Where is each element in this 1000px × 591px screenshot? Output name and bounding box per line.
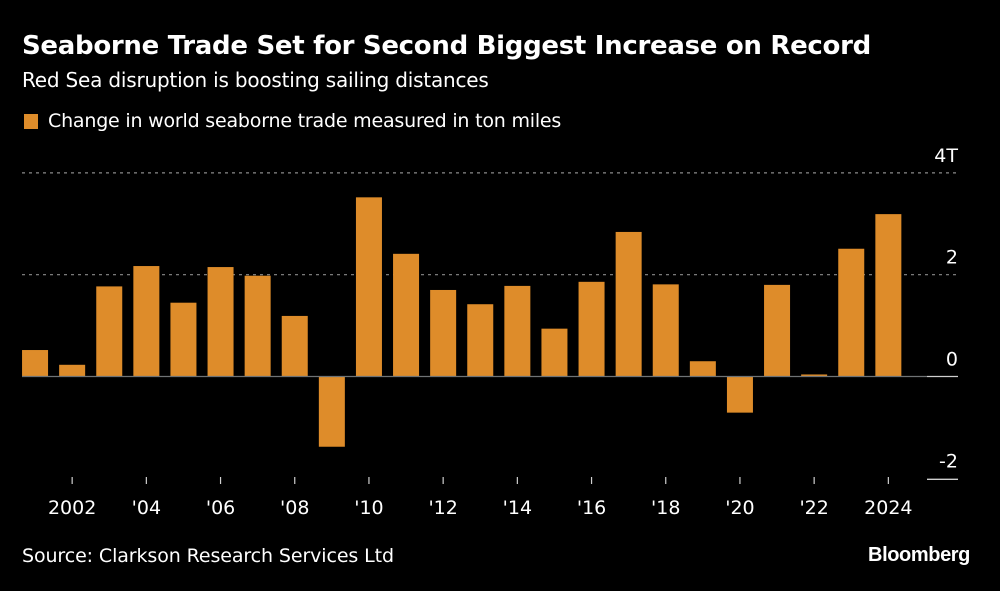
bar-2004 <box>133 266 160 377</box>
x-tick-label: '18 <box>651 497 680 519</box>
bar-2014 <box>504 285 531 377</box>
bar-2022 <box>801 374 828 377</box>
bar-2021 <box>764 284 791 377</box>
legend-label: Change in world seaborne trade measured … <box>48 110 562 132</box>
y-axis: 4T 2 0 -2 <box>934 145 958 472</box>
bar-2018 <box>652 284 679 377</box>
bar-2012 <box>430 289 457 377</box>
bloomberg-logo: Bloomberg <box>868 544 970 566</box>
legend: Change in world seaborne trade measured … <box>24 110 561 132</box>
bar-2024 <box>875 214 902 377</box>
x-tick-label: '06 <box>206 497 235 519</box>
bar-2001 <box>22 350 49 377</box>
y-tick-label: 4T <box>934 145 958 167</box>
bar-2015 <box>541 328 568 377</box>
x-tick-label: '16 <box>577 497 606 519</box>
x-tick-label: '08 <box>280 497 309 519</box>
bar-2023 <box>838 248 865 377</box>
x-tick-label: '14 <box>503 497 532 519</box>
source-note: Source: Clarkson Research Services Ltd <box>22 545 394 567</box>
y-tick-label: 2 <box>946 247 958 269</box>
bars <box>22 197 902 447</box>
x-tick-label: 2002 <box>48 497 96 519</box>
bar-2007 <box>244 275 271 377</box>
bar-2011 <box>393 253 420 377</box>
bar-2017 <box>615 231 642 377</box>
chart-title: Seaborne Trade Set for Second Biggest In… <box>22 31 871 61</box>
x-tick-label: 2024 <box>864 497 912 519</box>
x-tick-label: '12 <box>428 497 457 519</box>
x-tick-label: '20 <box>725 497 754 519</box>
y-tick-label: -2 <box>939 450 958 472</box>
bar-2006 <box>207 267 234 377</box>
bar-2002 <box>59 364 86 377</box>
y-tick-label: 0 <box>946 349 958 371</box>
bar-2010 <box>355 197 382 377</box>
x-tick-label: '22 <box>799 497 828 519</box>
bar-2009 <box>318 376 345 447</box>
x-axis: 2002 '04 '06 '08 '10 '12 '14 '16 '18 '20 '22 2024 <box>48 477 913 519</box>
bar-2005 <box>170 302 197 377</box>
bar-2019 <box>689 361 716 377</box>
bar-2013 <box>467 304 494 377</box>
bar-2020 <box>726 376 753 413</box>
bar-2008 <box>281 315 308 377</box>
x-tick-label: '04 <box>132 497 161 519</box>
x-tick-label: '10 <box>354 497 383 519</box>
gridlines <box>22 172 958 480</box>
chart-subtitle: Red Sea disruption is boosting sailing d… <box>22 68 489 92</box>
bar-2003 <box>96 286 123 377</box>
bar-2016 <box>578 281 605 377</box>
legend-swatch <box>24 113 38 129</box>
